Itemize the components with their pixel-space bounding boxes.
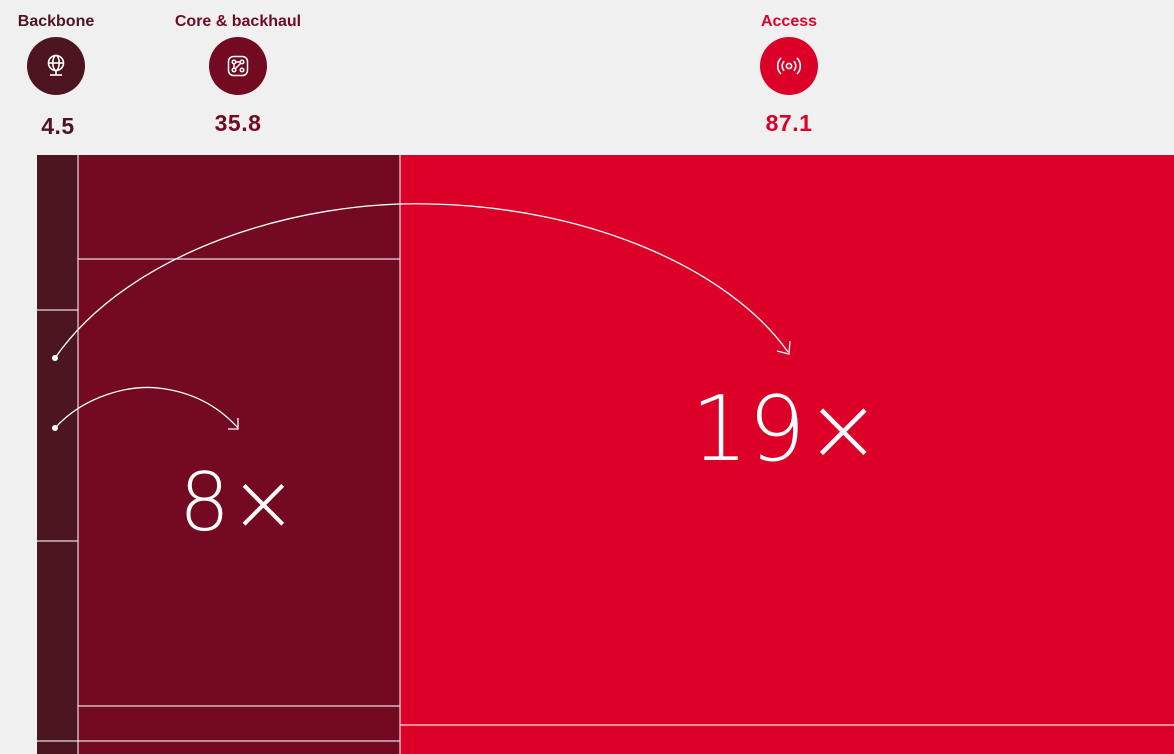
globe-network-icon — [27, 37, 85, 95]
access-value: 87.1 — [766, 110, 813, 136]
core-value: 35.8 — [215, 110, 262, 136]
core-block — [78, 155, 400, 754]
network-nodes-glyph — [227, 55, 249, 77]
cell-dividers — [37, 155, 1174, 754]
multiplier-core: 8× — [179, 456, 297, 549]
backbone-value: 4.5 — [41, 113, 74, 139]
multiplier-access: 19× — [691, 377, 881, 482]
arrow-to-core — [52, 386, 239, 431]
core-label: Core & backhaul — [175, 13, 301, 30]
treemap-body — [37, 155, 1174, 754]
header-backbone: Backbone 4.5 — [18, 13, 95, 139]
wireless-signal-icon — [760, 37, 818, 95]
backbone-label: Backbone — [18, 13, 95, 30]
header-access: Access 87.1 — [760, 13, 818, 136]
header-core: Core & backhaul 35.8 — [175, 13, 301, 136]
backbone-block — [37, 155, 78, 754]
arrow-to-access — [52, 203, 791, 361]
access-label: Access — [761, 13, 817, 30]
wireless-signal-glyph — [776, 57, 802, 75]
globe-network-glyph — [47, 54, 65, 76]
access-block — [400, 155, 1174, 754]
